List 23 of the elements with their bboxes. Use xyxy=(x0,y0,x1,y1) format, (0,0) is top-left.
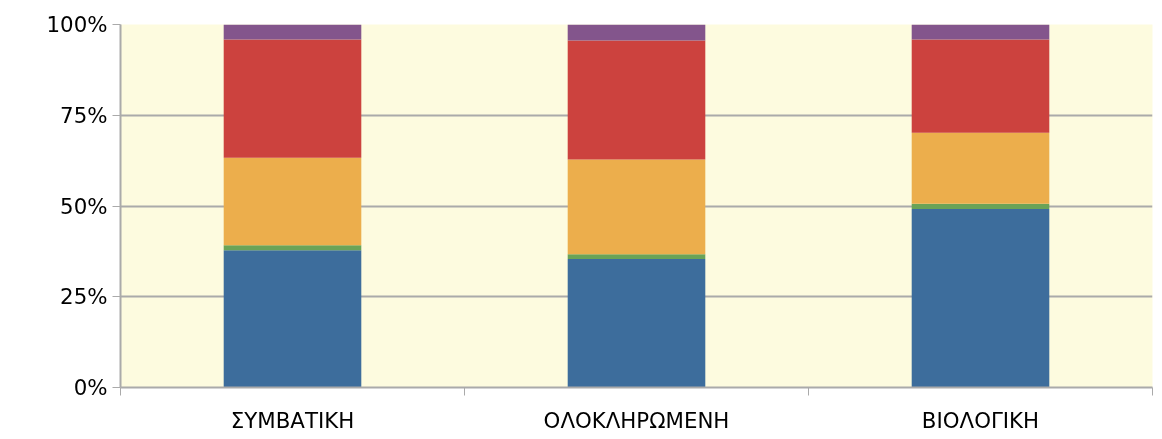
x-tick-label: ΒΙΟΛΟΓΙΚΗ xyxy=(921,407,1040,433)
bar xyxy=(567,259,706,388)
y-tick-label: 100% xyxy=(46,12,108,37)
bar xyxy=(911,24,1050,40)
bar xyxy=(223,245,362,251)
x-tick-label: ΟΛΟΚΛΗΡΩΜΕΝΗ xyxy=(543,407,730,433)
bar xyxy=(223,24,362,40)
bar xyxy=(567,24,706,41)
y-tick-label: 25% xyxy=(60,284,108,310)
bar xyxy=(223,250,362,388)
bar xyxy=(223,157,362,246)
bar xyxy=(567,40,706,160)
bar xyxy=(567,254,706,259)
y-tick-label: 75% xyxy=(60,102,108,128)
bar xyxy=(911,132,1050,204)
y-tick-label: 50% xyxy=(60,193,108,219)
bar xyxy=(911,208,1050,388)
bar xyxy=(911,203,1050,209)
bar xyxy=(223,39,362,158)
bar xyxy=(911,39,1050,133)
y-tick-label: 0% xyxy=(73,375,108,400)
bar xyxy=(567,159,706,255)
x-tick-label: ΣΥΜΒΑΤΙΚΗ xyxy=(230,407,355,433)
